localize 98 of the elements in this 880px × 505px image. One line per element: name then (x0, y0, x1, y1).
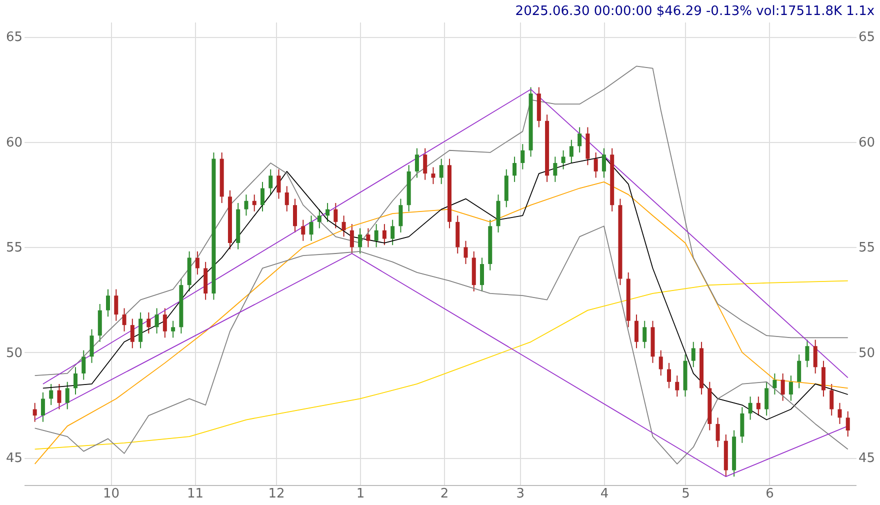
candlestick (691, 341, 696, 368)
candlestick (553, 156, 558, 182)
candlestick (602, 148, 606, 178)
x-tick-label: 5 (682, 486, 690, 502)
y2-tick-label: 55 (858, 240, 876, 256)
candlestick (830, 383, 834, 416)
candlestick (146, 312, 151, 334)
candlestick (805, 339, 810, 368)
candlestick (326, 202, 330, 222)
candlestick (480, 257, 484, 292)
candlestick (431, 166, 436, 185)
y-tick-label: 55 (6, 240, 22, 256)
candlestick (569, 139, 574, 164)
line-series (34, 280, 848, 450)
candlestick (658, 350, 663, 376)
candlestick (138, 312, 143, 349)
candlestick (350, 224, 354, 254)
x-tick-label: 1 (356, 486, 365, 502)
line-series (34, 181, 848, 464)
y-tick-label: 65 (6, 30, 22, 46)
candlestick (106, 288, 110, 318)
candlestick (40, 392, 45, 422)
candlestick (520, 144, 525, 170)
candlestick (748, 396, 752, 420)
candlestick (171, 320, 176, 338)
candlestick (130, 318, 134, 349)
candlestick (244, 194, 248, 216)
candlestick (57, 383, 62, 410)
y2-tick-label: 60 (858, 135, 876, 150)
y-tick-label: 60 (6, 135, 22, 150)
y-tick-label: 45 (6, 451, 22, 466)
candlestick (276, 168, 281, 200)
candlestick (756, 396, 760, 416)
candlestick (561, 150, 566, 170)
x-tick-label: 4 (600, 486, 609, 502)
line-series (42, 156, 848, 420)
x-tick-label: 3 (516, 486, 525, 502)
candlestick (252, 194, 256, 212)
candlestick (301, 219, 306, 242)
candlestick (642, 320, 647, 349)
x-tick-label: 12 (268, 486, 285, 502)
candlestick (260, 181, 264, 212)
candlestick (358, 228, 362, 254)
candlestick (846, 410, 850, 438)
x-tick-label: 2 (440, 486, 449, 502)
candlestick (439, 158, 444, 185)
candlestick (634, 314, 638, 349)
candlestick (334, 202, 338, 229)
candlestick (675, 375, 680, 398)
candlestick (195, 250, 200, 276)
y2-tick-label: 45 (858, 451, 876, 466)
candlestick (374, 224, 378, 248)
line-series (34, 253, 848, 478)
candlestick (788, 375, 793, 402)
candlestick (154, 308, 159, 334)
candlestick (764, 381, 769, 416)
chart-title: 2025.06.30 00:00:00 $46.29 -0.13% vol:17511.8K 1.1x (515, 4, 875, 19)
candlestick (813, 339, 818, 374)
x-tick-label: 11 (186, 486, 204, 502)
candlestick (293, 198, 298, 233)
candlestick (414, 148, 419, 178)
candlestick (838, 402, 842, 424)
candlestick (716, 417, 720, 448)
candlestick (578, 126, 582, 153)
candlestick (423, 148, 428, 180)
candlestick (73, 366, 78, 396)
candlestick (309, 215, 314, 242)
candlestick (162, 308, 167, 338)
candlestick (366, 228, 370, 248)
candlestick (740, 406, 744, 444)
candlestick (284, 186, 289, 212)
candlestick (464, 240, 468, 265)
candlestick (65, 381, 70, 410)
candlestick (821, 360, 826, 398)
y2-tick-label: 65 (858, 30, 876, 46)
candlestick (317, 208, 322, 229)
candlestick (114, 288, 118, 322)
x-tick-label: 10 (102, 486, 120, 502)
candlestick (90, 328, 94, 364)
candlestick (512, 156, 517, 182)
candlestick (82, 350, 86, 380)
candlestick (780, 372, 785, 402)
candlestick (268, 168, 273, 196)
candlestick (398, 198, 403, 233)
candlestick (32, 402, 37, 422)
candlestick (390, 219, 395, 246)
y2-tick-label: 50 (858, 346, 876, 361)
candlestick (667, 362, 672, 389)
x-tick-label: 6 (766, 486, 774, 502)
candlestick (382, 224, 386, 246)
line-series (34, 226, 848, 464)
candlestick (49, 383, 54, 406)
y-tick-label: 50 (6, 346, 22, 361)
candlestick (122, 308, 126, 332)
candlestick (772, 372, 777, 396)
candlestick (342, 215, 346, 238)
candlestick (594, 152, 598, 178)
candlestick (797, 354, 802, 389)
